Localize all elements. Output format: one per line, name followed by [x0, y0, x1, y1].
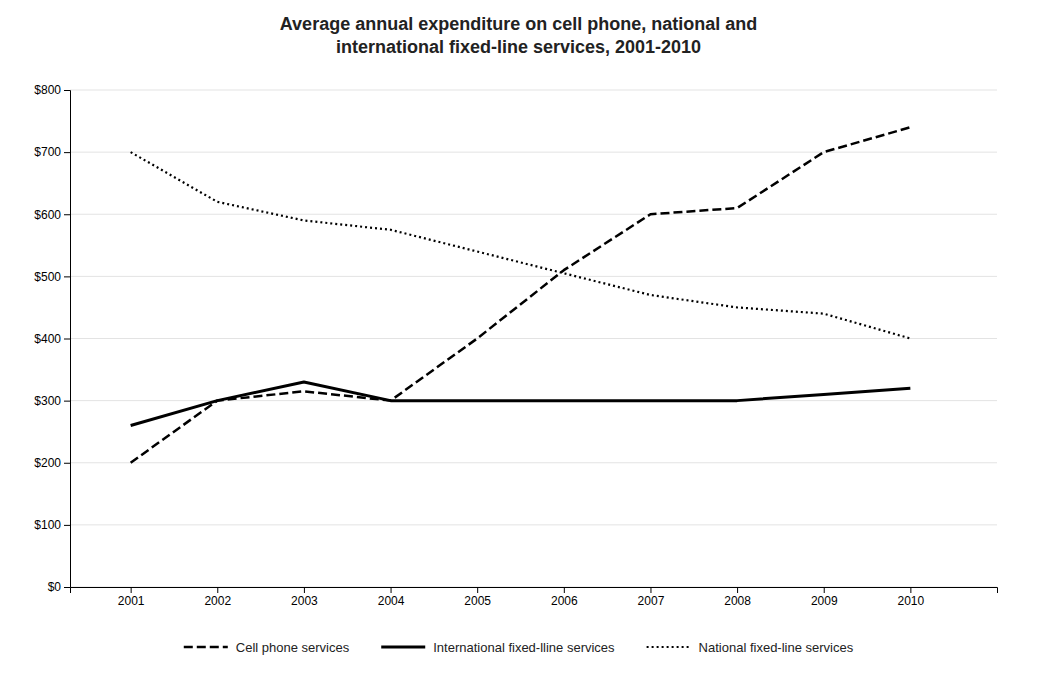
y-tick-mark — [64, 90, 70, 91]
series-line — [131, 382, 911, 425]
y-tick-label: $500 — [34, 270, 61, 284]
y-tick: $200 — [34, 456, 70, 470]
x-tick: 2005 — [464, 587, 491, 608]
x-tick: 2003 — [291, 587, 318, 608]
x-tick: 2004 — [378, 587, 405, 608]
legend-item: Cell phone services — [184, 640, 350, 655]
y-tick-label: $600 — [34, 208, 61, 222]
y-tick: $700 — [34, 145, 70, 159]
x-tick-mark — [824, 587, 825, 593]
y-tick: $100 — [34, 518, 70, 532]
x-axis-line — [71, 588, 998, 594]
x-tick-label: 2007 — [638, 594, 665, 608]
x-tick-label: 2005 — [464, 594, 491, 608]
y-tick-label: $800 — [34, 83, 61, 97]
y-tick-label: $100 — [34, 518, 61, 532]
legend-item: International fixed-lline services — [381, 640, 615, 655]
x-tick-label: 2010 — [898, 594, 925, 608]
x-tick-mark — [564, 587, 565, 593]
series-line — [131, 152, 911, 338]
grid — [70, 90, 997, 587]
y-tick-mark — [64, 463, 70, 464]
grid-line — [70, 338, 997, 339]
legend-swatch — [647, 646, 691, 648]
y-tick: $0 — [48, 580, 70, 594]
x-tick: 2009 — [811, 587, 838, 608]
lines — [131, 127, 911, 462]
title: Average annual expenditure on cell phone… — [280, 14, 757, 57]
y-tick-label: $400 — [34, 332, 61, 346]
legend-item: National fixed-line services — [647, 640, 854, 655]
x-tick-mark — [131, 587, 132, 593]
x-tick-label: 2003 — [291, 594, 318, 608]
x-tick: 2006 — [551, 587, 578, 608]
x-tick: 2008 — [724, 587, 751, 608]
y-tick: $400 — [34, 332, 70, 346]
y-tick-mark — [64, 152, 70, 153]
x-tick-label: 2009 — [811, 594, 838, 608]
grid-line — [70, 90, 997, 91]
grid-line — [70, 524, 997, 525]
y-tick-label: $0 — [48, 580, 62, 594]
legend-label: National fixed-line services — [699, 640, 854, 655]
x-tick: 2010 — [898, 587, 925, 608]
x-tick-label: 2002 — [204, 594, 231, 608]
y-tick-mark — [64, 276, 70, 277]
grid-line — [70, 152, 997, 153]
y-tick-label: $200 — [34, 456, 61, 470]
x-tick-label: 2006 — [551, 594, 578, 608]
x-tick: 2007 — [638, 587, 665, 608]
y-tick-mark — [64, 401, 70, 402]
y-tick-mark — [64, 339, 70, 340]
x-tick: 2001 — [118, 587, 145, 608]
y-tick: $300 — [34, 394, 70, 408]
grid-line — [70, 214, 997, 215]
x-tick-mark — [477, 587, 478, 593]
x-tick-mark — [910, 587, 911, 593]
legend-label: Cell phone services — [236, 640, 350, 655]
legend-swatch — [184, 646, 228, 649]
x-tick-mark — [650, 587, 651, 593]
y-tick-mark — [64, 525, 70, 526]
y-tick: $500 — [34, 270, 70, 284]
x-tick-label: 2001 — [118, 594, 145, 608]
y-tick-mark — [64, 214, 70, 215]
x-tick-label: 2008 — [724, 594, 751, 608]
legend-swatch — [381, 646, 425, 649]
x-tick: 2002 — [204, 587, 231, 608]
plot: 2001 2002 2003 2004 2005 2006 2007 2008 2009 2010… — [34, 83, 997, 607]
grid-line — [70, 462, 997, 463]
x-tick-mark — [737, 587, 738, 593]
series-line — [131, 127, 911, 462]
legend-label: International fixed-lline services — [433, 640, 615, 655]
x-axis: 2001 2002 2003 2004 2005 2006 2007 2008 2009 2010 — [71, 587, 998, 608]
y-tick: $600 — [34, 208, 70, 222]
y-axis: $0 $100 $200 $300 $400 $500 $600 $700 $800 — [34, 83, 70, 594]
y-tick-label: $700 — [34, 145, 61, 159]
chart: Average annual expenditure on cell phone… — [0, 0, 1037, 687]
y-tick-mark — [64, 587, 70, 588]
y-axis-line — [64, 91, 71, 588]
legend: Cell phone services International fixed-l… — [184, 640, 854, 655]
grid-line — [70, 276, 997, 277]
x-tick-label: 2004 — [378, 594, 405, 608]
y-tick-label: $300 — [34, 394, 61, 408]
x-tick-mark — [304, 587, 305, 593]
y-tick: $800 — [34, 83, 70, 97]
x-tick-mark — [217, 587, 218, 593]
x-tick-mark — [391, 587, 392, 593]
